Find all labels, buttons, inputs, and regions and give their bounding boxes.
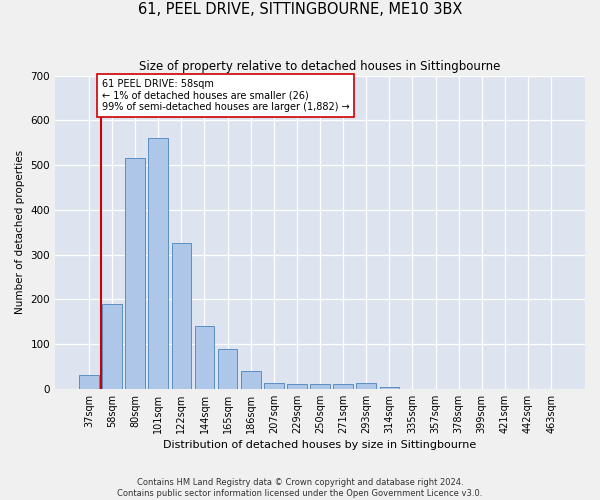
Bar: [264, 383, 284, 389]
Bar: [102, 304, 122, 389]
Bar: [148, 138, 168, 389]
Bar: [310, 384, 330, 389]
Text: 61 PEEL DRIVE: 58sqm
← 1% of detached houses are smaller (26)
99% of semi-detach: 61 PEEL DRIVE: 58sqm ← 1% of detached ho…: [101, 78, 349, 112]
Bar: [334, 384, 353, 389]
Bar: [287, 384, 307, 389]
Bar: [125, 158, 145, 389]
Bar: [241, 371, 260, 389]
Title: Size of property relative to detached houses in Sittingbourne: Size of property relative to detached ho…: [139, 60, 501, 73]
Y-axis label: Number of detached properties: Number of detached properties: [15, 150, 25, 314]
Bar: [380, 386, 399, 389]
Bar: [194, 326, 214, 389]
Bar: [172, 244, 191, 389]
Text: 61, PEEL DRIVE, SITTINGBOURNE, ME10 3BX: 61, PEEL DRIVE, SITTINGBOURNE, ME10 3BX: [138, 2, 462, 18]
Bar: [218, 350, 238, 389]
X-axis label: Distribution of detached houses by size in Sittingbourne: Distribution of detached houses by size …: [163, 440, 476, 450]
Text: Contains HM Land Registry data © Crown copyright and database right 2024.
Contai: Contains HM Land Registry data © Crown c…: [118, 478, 482, 498]
Bar: [79, 376, 99, 389]
Bar: [356, 383, 376, 389]
